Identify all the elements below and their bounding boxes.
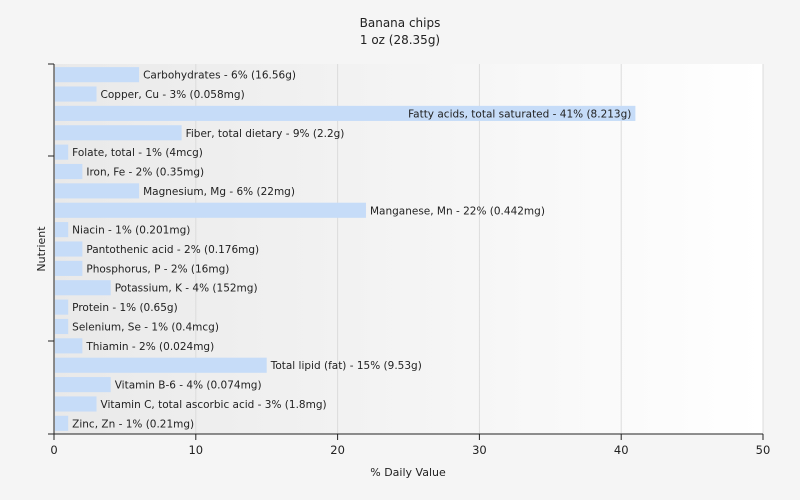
bar bbox=[55, 396, 97, 412]
bar bbox=[55, 415, 69, 431]
x-tick-label: 30 bbox=[472, 443, 487, 457]
bar-data-label: Magnesium, Mg - 6% (22mg) bbox=[143, 186, 295, 198]
bar bbox=[55, 202, 366, 218]
bar-data-label: Thiamin - 2% (0.024mg) bbox=[85, 341, 214, 353]
bar-data-label: Vitamin B-6 - 4% (0.074mg) bbox=[115, 380, 262, 392]
x-tick-label: 0 bbox=[50, 443, 57, 457]
bar bbox=[55, 67, 140, 83]
bar-data-label: Total lipid (fat) - 15% (9.53g) bbox=[270, 360, 422, 372]
bar bbox=[55, 144, 69, 160]
x-tick-label: 20 bbox=[330, 443, 345, 457]
x-tick-label: 50 bbox=[756, 443, 771, 457]
bar-data-label: Iron, Fe - 2% (0.35mg) bbox=[86, 167, 204, 179]
bar-data-label: Phosphorus, P - 2% (16mg) bbox=[86, 263, 229, 275]
bar bbox=[55, 241, 83, 257]
bar bbox=[55, 222, 69, 238]
bar bbox=[55, 105, 636, 121]
chart-title: Banana chips bbox=[360, 16, 441, 30]
bar bbox=[55, 125, 182, 141]
bar-data-label: Niacin - 1% (0.201mg) bbox=[72, 225, 190, 237]
bar bbox=[55, 318, 69, 335]
bar-data-label: Vitamin C, total ascorbic acid - 3% (1.8… bbox=[101, 399, 327, 411]
bar-data-label: Copper, Cu - 3% (0.058mg) bbox=[101, 89, 245, 101]
y-axis-title: Nutrient bbox=[35, 226, 48, 272]
chart-subtitle: 1 oz (28.35g) bbox=[360, 33, 440, 47]
axes bbox=[48, 63, 763, 435]
bar-data-label: Zinc, Zn - 1% (0.21mg) bbox=[72, 418, 194, 430]
bar bbox=[55, 299, 69, 315]
bar bbox=[55, 357, 267, 373]
bar-data-label: Protein - 1% (0.65g) bbox=[72, 302, 178, 314]
x-tick-label: 10 bbox=[188, 443, 203, 457]
bar bbox=[55, 86, 97, 102]
bar bbox=[55, 338, 83, 354]
bars: Carbohydrates - 6% (16.56g) Copper, Cu - … bbox=[55, 67, 636, 431]
bar bbox=[55, 280, 111, 296]
bar-data-label: Folate, total - 1% (4mcg) bbox=[72, 147, 203, 159]
bar-data-label: Fiber, total dietary - 9% (2.2g) bbox=[186, 128, 345, 140]
x-tick-label: 40 bbox=[614, 443, 629, 457]
bar-data-label: Carbohydrates - 6% (16.56g) bbox=[143, 70, 296, 82]
bar-data-label: Manganese, Mn - 22% (0.442mg) bbox=[370, 205, 545, 217]
bar-data-label: Selenium, Se - 1% (0.4mcg) bbox=[72, 321, 219, 333]
x-tick-labels: 0 10 20 30 40 50 bbox=[50, 434, 770, 457]
bar bbox=[55, 377, 111, 393]
bar bbox=[55, 183, 140, 199]
bar bbox=[55, 163, 83, 180]
bar bbox=[55, 260, 83, 276]
bar-data-label: Potassium, K - 4% (152mg) bbox=[115, 283, 258, 295]
x-axis-title: % Daily Value bbox=[370, 466, 446, 479]
bar-data-label: Fatty acids, total saturated - 41% (8.21… bbox=[408, 108, 631, 120]
bar-data-label: Pantothenic acid - 2% (0.176mg) bbox=[86, 244, 259, 256]
